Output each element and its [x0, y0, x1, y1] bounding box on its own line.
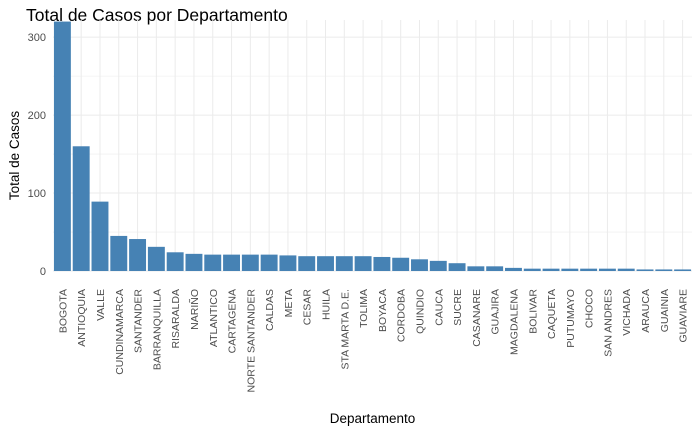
x-tick-label: BOGOTA — [57, 289, 69, 333]
bar-cundinamarca — [110, 235, 128, 271]
bar-guajira — [486, 266, 504, 271]
x-tick-label: GUAJIRA — [490, 289, 502, 335]
bar-caldas — [260, 254, 278, 271]
bar-guainia — [655, 269, 673, 271]
y-tick-label: 300 — [28, 32, 46, 44]
y-axis-ticks: 0 100 200 300 — [28, 32, 46, 278]
bar-san-andres — [598, 268, 616, 271]
bar-valle — [91, 201, 109, 271]
x-tick-label: CESAR — [302, 289, 314, 326]
bar-barranquilla — [147, 246, 165, 271]
x-tick-label: META — [283, 289, 295, 317]
bar-cauca — [429, 260, 447, 271]
bar-cordoba — [392, 257, 410, 271]
bar-caqueta — [542, 268, 560, 271]
x-tick-label: RISARALDA — [170, 289, 182, 349]
bar-santander — [129, 239, 147, 271]
y-tick-label: 0 — [40, 266, 46, 278]
x-tick-label: BARRANQUILLA — [151, 289, 163, 370]
bar-quindio — [411, 259, 428, 271]
x-tick-label: CUNDINAMARCA — [114, 289, 126, 375]
x-tick-label: ANTIOQUIA — [76, 289, 88, 347]
x-tick-label: SUCRE — [452, 289, 464, 326]
x-tick-label: CAQUETA — [546, 289, 558, 339]
bar-meta — [279, 255, 297, 271]
y-axis-title: Total de Casos — [7, 111, 22, 201]
bar-bogota — [53, 21, 71, 271]
bar-putumayo — [561, 268, 579, 271]
x-tick-label: VICHADA — [621, 289, 633, 336]
x-tick-label: QUINDIO — [414, 289, 426, 334]
x-tick-label: GUAINIA — [659, 289, 671, 332]
x-tick-label: MAGDALENA — [508, 289, 520, 355]
y-tick-label: 100 — [28, 188, 46, 200]
bar-boyaca — [373, 256, 391, 271]
bar-vichada — [617, 268, 635, 271]
bar-tolima — [354, 256, 372, 271]
x-tick-label: STA MARTA D.E. — [339, 289, 351, 370]
x-tick-label: CALDAS — [264, 289, 276, 331]
bars — [53, 21, 692, 271]
x-tick-label: CAUCA — [433, 289, 445, 326]
x-tick-label: CHOCO — [584, 289, 596, 328]
bar-arauca — [636, 269, 654, 271]
bar-antioquia — [72, 146, 90, 271]
bar-magdalena — [504, 267, 522, 271]
x-tick-label: CASANARE — [471, 289, 483, 347]
x-tick-label: ATLANTICO — [208, 289, 220, 347]
bar-choco — [580, 268, 598, 271]
chart-title: Total de Casos por Departamento — [26, 5, 288, 25]
bar-huila — [317, 256, 334, 271]
x-tick-label: CARTAGENA — [227, 289, 239, 353]
x-axis-ticks: BOGOTA ANTIOQUIA VALLE CUNDINAMARCA SANTANDE… — [57, 289, 689, 393]
bar-norte-santander — [241, 254, 259, 271]
x-tick-label: BOLIVAR — [527, 289, 539, 334]
x-tick-label: ARAUCA — [640, 289, 652, 333]
x-tick-label: BOYACA — [377, 289, 389, 332]
x-tick-label: HUILA — [321, 289, 333, 320]
bar-cartagena — [223, 254, 241, 271]
grid-lines — [53, 20, 692, 272]
bar-bolivar — [523, 268, 541, 271]
x-tick-label: SANTANDER — [133, 289, 145, 353]
bar-nariño — [185, 253, 203, 271]
bar-guaviare — [674, 269, 692, 271]
x-tick-label: NORTE SANTANDER — [245, 289, 257, 393]
x-tick-label: GUAVIARE — [678, 289, 690, 342]
bar-casanare — [467, 266, 485, 271]
x-tick-label: SAN ANDRES — [602, 289, 614, 357]
x-tick-label: PUTUMAYO — [565, 289, 577, 348]
x-axis-title: Departamento — [330, 411, 416, 426]
bar-atlantico — [204, 254, 222, 271]
bar-sucre — [448, 263, 466, 271]
bar-risaralda — [166, 252, 184, 271]
x-tick-label: NARIÑO — [188, 289, 201, 330]
x-tick-label: VALLE — [95, 289, 107, 321]
y-tick-label: 200 — [28, 110, 46, 122]
bar-sta-marta-d-e- — [335, 256, 353, 271]
x-tick-label: TOLIMA — [358, 289, 370, 328]
bar-cesar — [298, 256, 316, 271]
x-tick-label: CORDOBA — [396, 289, 408, 342]
